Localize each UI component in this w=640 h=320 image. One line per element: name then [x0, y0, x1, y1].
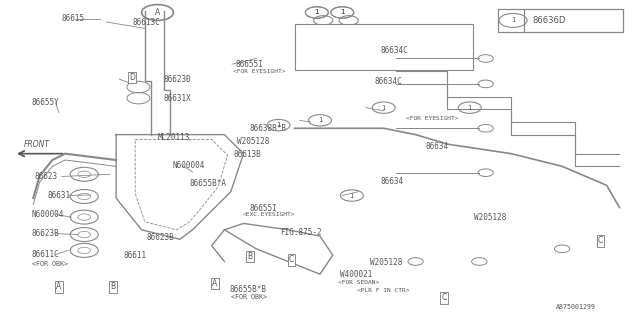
- Text: 86638B*B: 86638B*B: [250, 124, 287, 133]
- Text: 1: 1: [340, 10, 344, 15]
- Text: C: C: [442, 293, 447, 302]
- Text: 86623: 86623: [35, 172, 58, 181]
- Text: 86634C: 86634C: [381, 46, 408, 55]
- Text: 86631X: 86631X: [164, 94, 191, 103]
- Text: <FOR EYESIGHT>: <FOR EYESIGHT>: [406, 116, 458, 121]
- Text: C: C: [289, 255, 294, 264]
- Text: B: B: [110, 282, 115, 292]
- Text: 86634C: 86634C: [374, 77, 402, 86]
- Text: W400021: W400021: [340, 270, 372, 279]
- Text: 86623Ð: 86623Ð: [164, 75, 191, 84]
- Text: A875001299: A875001299: [556, 304, 596, 309]
- Text: 1: 1: [349, 193, 354, 198]
- Text: 86611: 86611: [124, 251, 147, 260]
- FancyBboxPatch shape: [294, 24, 473, 69]
- Text: <FOR SEDAN>: <FOR SEDAN>: [338, 280, 379, 284]
- Text: 86655I: 86655I: [250, 204, 278, 213]
- Text: 86615: 86615: [62, 14, 85, 23]
- Text: B: B: [247, 252, 252, 261]
- Text: <PLR F IN CTR>: <PLR F IN CTR>: [357, 288, 410, 293]
- Text: N600004: N600004: [32, 210, 65, 219]
- Text: 86623B: 86623B: [32, 229, 60, 238]
- Text: 1: 1: [511, 17, 515, 23]
- Text: W205128: W205128: [237, 137, 269, 146]
- Text: 86634: 86634: [381, 177, 404, 186]
- Text: <FOR OBK>: <FOR OBK>: [32, 261, 68, 267]
- Text: <FOR EYESIGHT>: <FOR EYESIGHT>: [233, 69, 285, 74]
- Text: 1: 1: [467, 105, 472, 111]
- Text: 86634: 86634: [425, 142, 448, 151]
- Text: A: A: [56, 282, 61, 292]
- Text: FRONT: FRONT: [24, 140, 49, 149]
- Text: 1: 1: [315, 10, 319, 15]
- Text: A: A: [155, 8, 160, 17]
- FancyBboxPatch shape: [499, 9, 623, 32]
- Text: C: C: [598, 236, 603, 245]
- Text: 1: 1: [276, 122, 281, 128]
- Text: 86655I: 86655I: [236, 60, 264, 69]
- Text: D: D: [129, 73, 135, 82]
- Text: 86636D: 86636D: [532, 16, 566, 25]
- Text: 1: 1: [340, 10, 344, 15]
- Text: A: A: [212, 279, 218, 288]
- Text: W205128: W205128: [474, 213, 507, 222]
- Text: 86631: 86631: [47, 191, 70, 200]
- Text: N600004: N600004: [172, 161, 205, 170]
- Text: 1: 1: [315, 10, 319, 15]
- Text: W205128: W205128: [370, 258, 402, 267]
- Text: 86655B*B: 86655B*B: [230, 285, 266, 294]
- Text: <EXC.EYESIGHT>: <EXC.EYESIGHT>: [243, 212, 295, 217]
- Text: 86623B: 86623B: [147, 233, 175, 242]
- Text: <FOR OBK>: <FOR OBK>: [231, 294, 267, 300]
- Text: FIG.875-2: FIG.875-2: [280, 228, 322, 237]
- Text: 86655Y: 86655Y: [31, 99, 59, 108]
- Text: 86611C: 86611C: [32, 250, 60, 259]
- Text: 86613B: 86613B: [234, 150, 262, 159]
- Text: 86655B*A: 86655B*A: [189, 179, 227, 188]
- Text: 1: 1: [381, 105, 386, 111]
- Text: ML20113: ML20113: [157, 133, 190, 142]
- Text: 1: 1: [317, 117, 323, 123]
- Text: 86613C: 86613C: [132, 18, 160, 27]
